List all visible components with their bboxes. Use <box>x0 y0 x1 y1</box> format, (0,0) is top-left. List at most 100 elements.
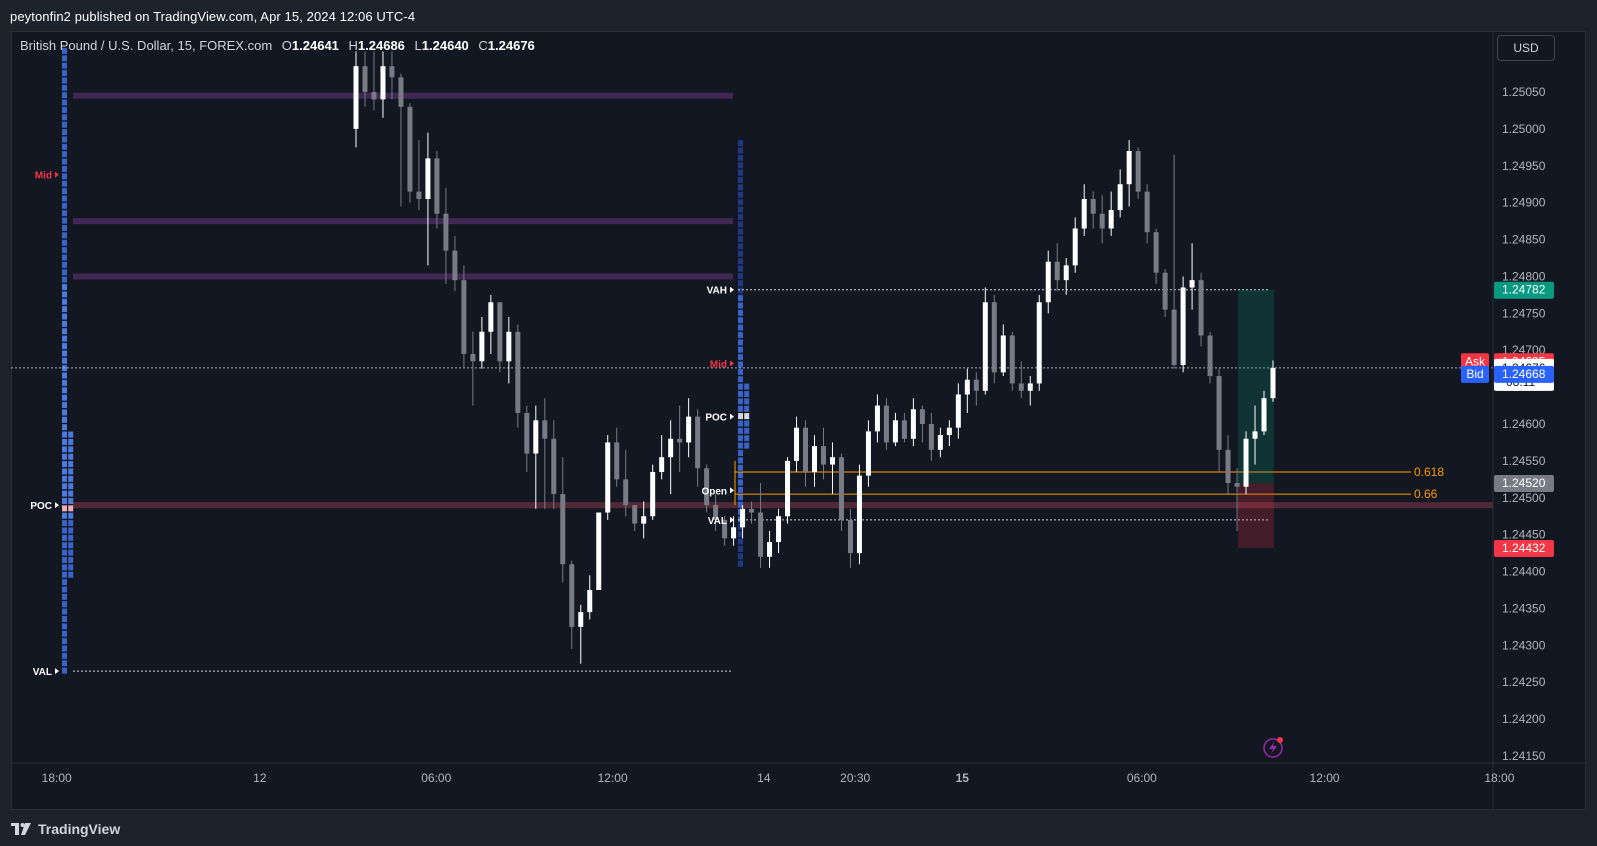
candle <box>452 235 458 292</box>
candle <box>955 383 961 439</box>
candle-body <box>560 494 566 565</box>
candle <box>1090 191 1096 229</box>
candle <box>865 420 871 487</box>
candle-body <box>1009 335 1015 384</box>
left-profile-cell <box>62 468 67 475</box>
right-profile-cell <box>738 272 743 279</box>
left-profile-cell <box>62 55 67 62</box>
y-tick-label: 1.24600 <box>1502 417 1546 431</box>
right-profile-cell <box>744 420 750 427</box>
candle <box>632 505 638 531</box>
candle <box>964 368 970 413</box>
candle <box>407 103 413 203</box>
left-label-poc: POC <box>30 501 52 512</box>
right-profile-cell <box>738 420 743 427</box>
left-profile-cell <box>62 313 67 320</box>
candle-body <box>1081 198 1087 229</box>
candle <box>1108 191 1114 236</box>
right-profile-cell <box>738 177 743 184</box>
tradingview-brand[interactable]: TradingView <box>11 821 120 837</box>
candle <box>1180 276 1186 373</box>
left-profile-cell <box>62 224 67 231</box>
candle-body <box>955 394 961 428</box>
close-value: 1.24676 <box>487 38 535 53</box>
right-profile-cell <box>738 390 743 397</box>
candle-body <box>767 542 773 557</box>
candle-body <box>1243 438 1249 487</box>
right-label-val: VAL <box>708 516 727 527</box>
left-profile-cell <box>62 601 67 608</box>
candle-body <box>371 92 377 100</box>
candle-body <box>937 435 943 450</box>
candle-body <box>452 250 458 281</box>
left-profile-cell <box>62 520 67 527</box>
candle <box>434 151 440 229</box>
candle-body <box>416 191 422 199</box>
right-profile-cell <box>738 538 743 545</box>
candle <box>695 409 701 487</box>
open-label: O <box>281 38 292 53</box>
candle <box>1063 258 1069 295</box>
candle <box>1144 184 1150 244</box>
x-tick-label: 18:00 <box>42 771 72 785</box>
y-tick-label: 1.24300 <box>1502 638 1546 652</box>
left-profile-cell <box>62 660 67 667</box>
left-profile-cell <box>62 357 67 364</box>
candle <box>686 398 692 458</box>
left-profile-cell <box>62 645 67 652</box>
right-profile-cell <box>738 479 743 486</box>
left-profile-cell <box>62 47 67 54</box>
candle <box>856 464 862 565</box>
candle <box>1018 361 1024 399</box>
candle <box>838 453 844 531</box>
left-profile-cell <box>68 520 74 527</box>
candle <box>1243 431 1249 495</box>
left-profile-cell <box>68 564 74 571</box>
badge-value: 1.24782 <box>1502 283 1546 297</box>
candle <box>1162 269 1168 318</box>
poc-extended-line <box>73 502 1493 509</box>
candle-body <box>506 331 512 362</box>
brand-name: TradingView <box>38 821 121 837</box>
left-profile-cell <box>68 505 74 512</box>
right-profile-cell <box>744 383 750 390</box>
right-profile-cell <box>738 191 743 198</box>
currency-button[interactable]: USD <box>1497 35 1555 61</box>
left-profile-cell <box>62 158 67 165</box>
left-profile-cell <box>62 416 67 423</box>
candle <box>362 51 368 107</box>
right-profile-cell <box>738 309 743 316</box>
right-profile-cell <box>744 435 750 442</box>
right-profile-cell <box>738 162 743 169</box>
right-profile-cell <box>738 435 743 442</box>
candle <box>704 464 710 513</box>
candle <box>1225 435 1231 495</box>
right-profile-cell <box>738 302 743 309</box>
candle-body <box>1054 261 1060 281</box>
price-chart[interactable]: 0.618 0.66 Mid POC VAL VAH Mid POC Open VAL 1.2505… <box>11 31 1586 810</box>
candle-body <box>946 427 952 436</box>
right-label-open: Open <box>701 486 727 497</box>
left-profile-cell <box>62 402 67 409</box>
right-profile-cell <box>738 464 743 471</box>
left-profile-cell <box>62 623 67 630</box>
right-profile-cell <box>738 376 743 383</box>
right-profile-cell <box>744 405 750 412</box>
badge-label: Bid <box>1466 367 1483 381</box>
candle <box>479 317 485 369</box>
candle-body <box>982 302 988 391</box>
candle-body <box>829 457 835 465</box>
candle-body <box>1180 287 1186 365</box>
y-tick-label: 1.25050 <box>1502 85 1546 99</box>
left-profile-cell <box>62 92 67 99</box>
candle-body <box>443 213 449 251</box>
left-profile-cell <box>62 70 67 77</box>
candle-body <box>1144 191 1150 233</box>
right-label-mid-arrow <box>730 360 734 367</box>
right-profile-cell <box>738 354 743 361</box>
left-profile-cell <box>62 284 67 291</box>
candle-body <box>668 438 674 458</box>
candle <box>1081 184 1087 236</box>
candle <box>794 416 800 472</box>
candle-body <box>1225 449 1231 484</box>
